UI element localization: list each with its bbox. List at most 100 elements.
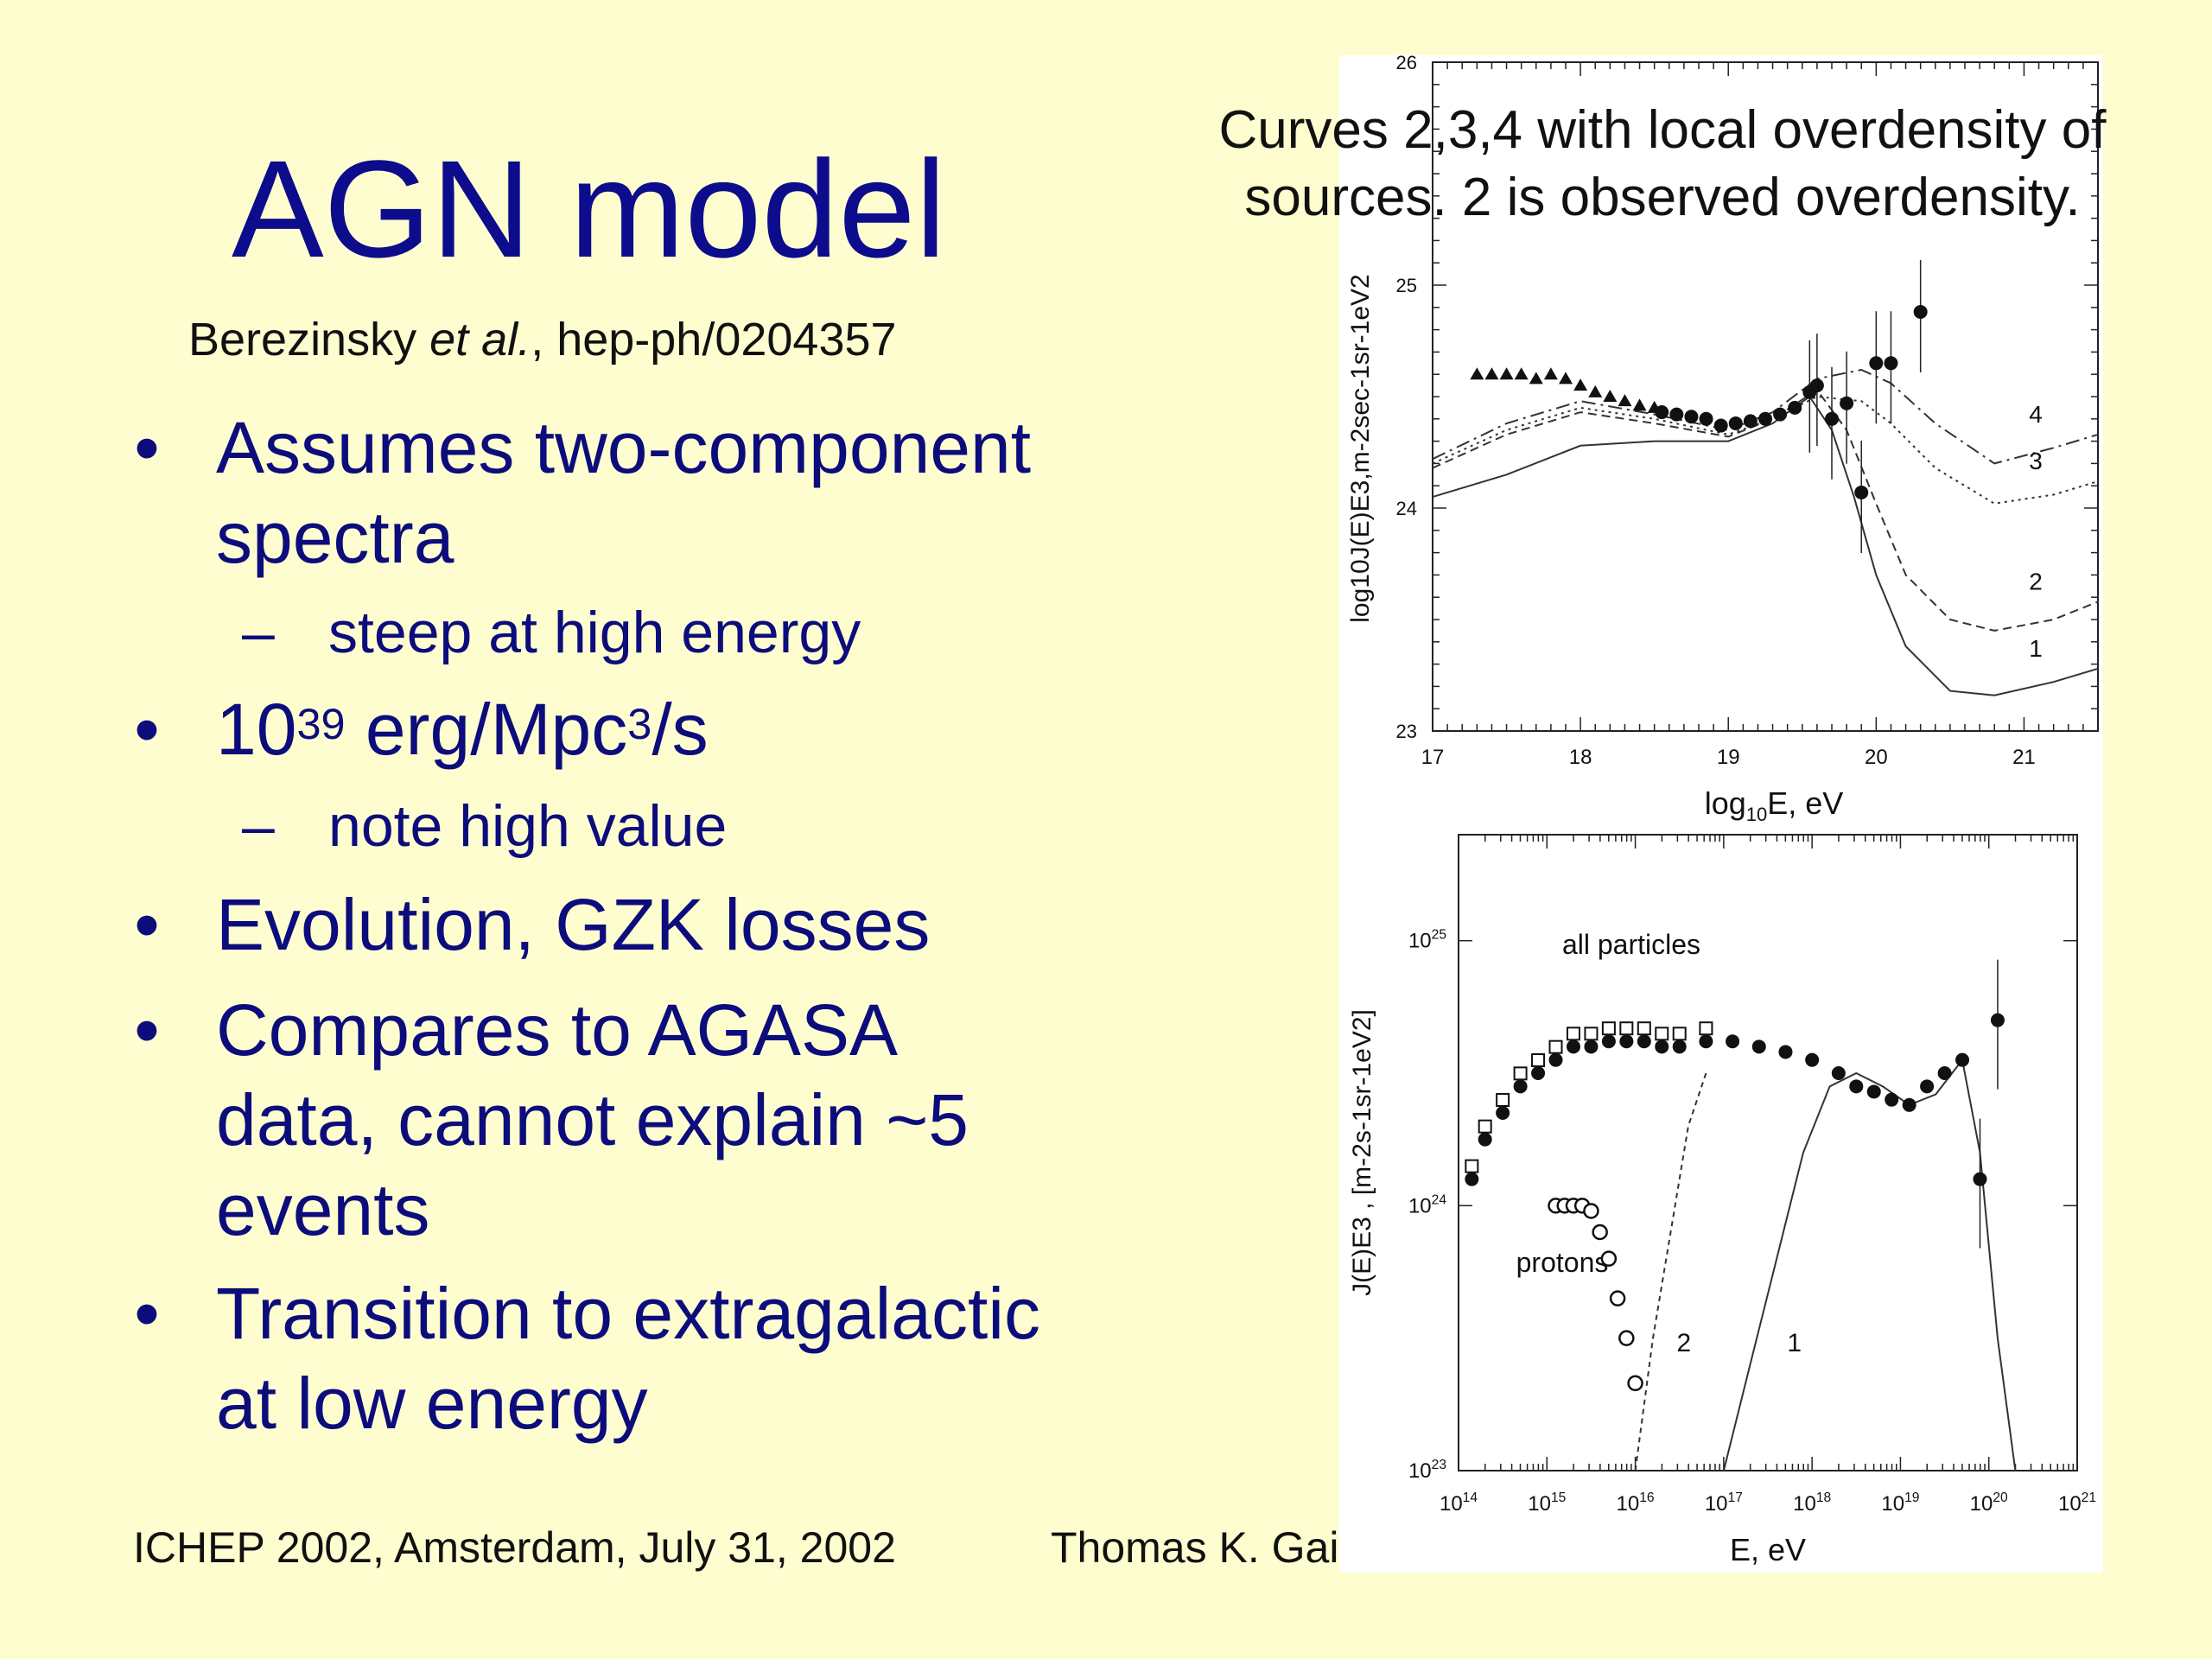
plot2-open-square-point — [1566, 1027, 1580, 1041]
plot2-all-particles-point — [1920, 1079, 1935, 1094]
bullet-glyph: • — [134, 989, 160, 1071]
citation-authors: Berezinsky — [188, 314, 417, 365]
plot1-agasa-point — [1825, 411, 1839, 426]
unit-exponent: 3 — [627, 699, 652, 748]
plot1-agasa-point — [1699, 411, 1713, 426]
bullet-5-line1: Transition to extragalactic — [216, 1273, 1040, 1354]
citation-etal: et al. — [429, 314, 531, 365]
bullet-5-line2: at low energy — [216, 1363, 648, 1444]
bullet-1-line2: spectra — [216, 497, 454, 578]
bullet-glyph: • — [134, 884, 160, 965]
plot1-y-label: log10J(E)E3,m-2sec-1sr-1eV2 — [1346, 274, 1375, 623]
plot1-agasa-point — [1669, 407, 1684, 422]
citation-ref: , hep-ph/0204357 — [531, 314, 897, 365]
figure-caption: Curves 2,3,4 with local overdensity of so… — [1196, 97, 2129, 232]
plot1-agasa-point — [1788, 400, 1802, 415]
dash-glyph: – — [242, 600, 275, 665]
plot2-x-tick-label: 1015 — [1528, 1491, 1566, 1516]
plot2-open-square-point — [1513, 1066, 1528, 1081]
plot2-all-particles-point — [1496, 1106, 1510, 1120]
plot2-all-particles-point — [1778, 1045, 1793, 1059]
bullet-1-text: Assumes two-component spectra — [216, 403, 1031, 582]
plot2-x-tick-label: 1019 — [1881, 1491, 1919, 1516]
plot2-x-tick-label: 1020 — [1970, 1491, 2008, 1516]
plot2-all-particles-point — [1655, 1039, 1669, 1054]
plot2-open-square-point — [1672, 1027, 1687, 1041]
plot2-label-curve-1: 1 — [1787, 1329, 1802, 1357]
plot2-all-particles-point — [1902, 1097, 1916, 1112]
bullet-4-line2: data, cannot explain ~5 — [216, 1079, 969, 1160]
plot1-agasa-point — [1773, 407, 1788, 422]
plot1-x-tick-label: 19 — [1717, 746, 1740, 769]
plot2-all-particles-point — [1584, 1039, 1599, 1054]
plot2-all-particles-point — [1548, 1052, 1563, 1067]
bullet-glyph: • — [134, 1273, 160, 1354]
plot2-open-square-point — [1496, 1093, 1510, 1107]
plot1-agasa-point — [1809, 378, 1824, 393]
plot2-all-particles-point — [1478, 1132, 1492, 1147]
plot1-agasa-point — [1854, 485, 1869, 499]
footer-conference: ICHEP 2002, Amsterdam, July 31, 2002 — [133, 1523, 896, 1572]
bullet-4-line3: events — [216, 1169, 430, 1250]
plot1-triangle-point — [1499, 367, 1514, 380]
plot1-triangle-point — [1588, 385, 1603, 397]
plot1-triangle-point — [1559, 372, 1573, 385]
plot2-proton-point — [1627, 1375, 1643, 1392]
plot2-proton-point — [1618, 1330, 1635, 1346]
plot1-curve-label-3: 3 — [2029, 448, 2043, 474]
plot2-y-tick-label: 1024 — [1408, 1192, 1446, 1217]
plot1-x-tick-label: 20 — [1865, 746, 1888, 769]
plot2-all-particles-point — [1831, 1066, 1846, 1080]
plot1-agasa-point — [1869, 356, 1884, 371]
slide-title: AGN model — [232, 131, 946, 286]
caption-line1: Curves 2,3,4 with local overdensity of — [1218, 100, 2107, 160]
plot2-all-particles-point — [1849, 1079, 1864, 1094]
plot2-label-all-particles: all particles — [1562, 929, 1700, 960]
plot2-label-protons: protons — [1516, 1247, 1609, 1278]
plot2-y-label: J(E)E3 , [m-2s-1sr-1eV2] — [1348, 1009, 1376, 1296]
unit-tail: /s — [652, 689, 709, 770]
dash-glyph: – — [242, 793, 275, 859]
plot1-agasa-point — [1713, 418, 1728, 433]
plot2-curve-1 — [1722, 1058, 2017, 1471]
plot1-triangle-point — [1618, 394, 1632, 407]
plot2-proton-point — [1592, 1224, 1608, 1241]
energy-unit: erg/Mpc — [345, 689, 628, 770]
plot2-open-square-point — [1699, 1021, 1713, 1036]
bullet-4-line1: Compares to AGASA — [216, 989, 899, 1071]
bullet-2-text: 1039 erg/Mpc3/s — [216, 684, 709, 774]
plot2-all-particles-point — [1513, 1079, 1528, 1094]
plot2-frame — [1458, 834, 2078, 1471]
plot2-all-particles-point — [1805, 1052, 1820, 1067]
plot2-all-particles-point — [1751, 1039, 1766, 1054]
plot2-curve-2 — [1634, 1072, 1707, 1471]
plot2-all-particles-point — [1672, 1039, 1687, 1054]
plot1-agasa-point — [1743, 414, 1758, 429]
plot2-all-particles-point — [1699, 1034, 1713, 1049]
plot1-curve-label-2: 2 — [2029, 568, 2043, 594]
plot1-x-label: log10E, eV — [1705, 785, 1844, 825]
plot1-agasa-point — [1655, 405, 1669, 420]
plot1-triangle-point — [1543, 367, 1558, 380]
plot1-curve-label-1: 1 — [2029, 635, 2043, 662]
plot2-all-particles-point — [1885, 1092, 1899, 1107]
energy-exponent: 39 — [296, 699, 346, 748]
bullet-5-text: Transition to extragalactic at low energy — [216, 1268, 1040, 1448]
plot1-triangle-point — [1573, 378, 1588, 391]
plot1-triangle-point — [1470, 367, 1484, 380]
plot2-all-particles-point — [1866, 1084, 1881, 1099]
plot2-x-tick-label: 1017 — [1705, 1491, 1743, 1516]
plot2-open-square-point — [1478, 1119, 1492, 1134]
plot2-proton-point — [1600, 1250, 1618, 1267]
plot1-triangle-point — [1603, 390, 1618, 402]
plot1-triangle-point — [1632, 398, 1647, 411]
plot2-all-particles-point — [1955, 1052, 1970, 1067]
plot2-proton-point — [1609, 1290, 1626, 1306]
bullet-glyph: • — [134, 689, 160, 770]
subbullet-1-text: steep at high energy — [328, 600, 861, 665]
plot2-all-particles-point — [1937, 1066, 1952, 1080]
plot1-curve-1 — [1432, 395, 2099, 696]
bullet-glyph: • — [134, 407, 160, 488]
plot2-all-particles-point — [1531, 1066, 1546, 1080]
plot1-curve-label-4: 4 — [2029, 401, 2043, 428]
